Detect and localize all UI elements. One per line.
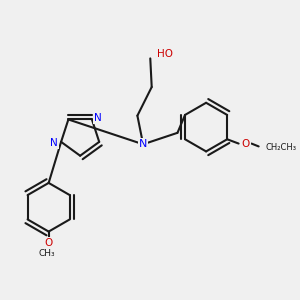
Text: CH₃: CH₃ <box>39 248 56 257</box>
Text: CH₂CH₃: CH₂CH₃ <box>266 143 297 152</box>
Text: O: O <box>242 139 250 148</box>
Text: N: N <box>94 113 101 123</box>
Text: N: N <box>50 138 58 148</box>
Text: HO: HO <box>158 49 173 59</box>
Text: O: O <box>44 238 53 248</box>
Text: N: N <box>139 139 147 149</box>
